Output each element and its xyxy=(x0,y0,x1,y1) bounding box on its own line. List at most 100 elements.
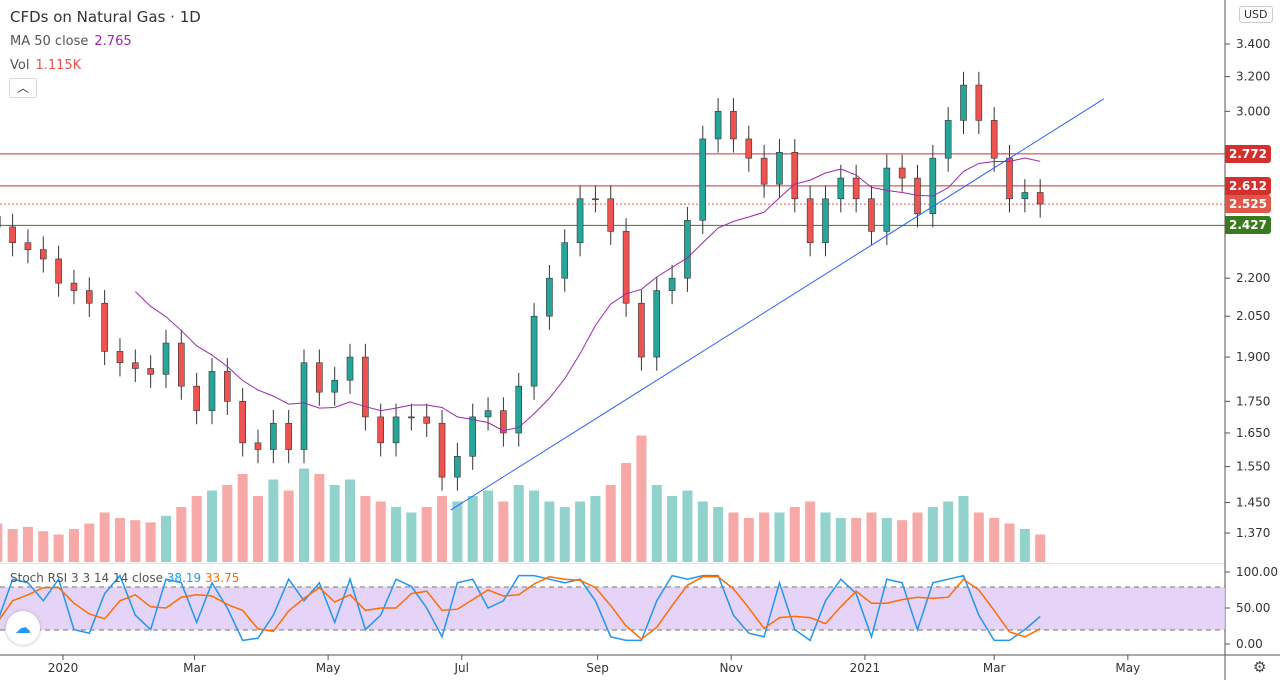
time-tick-label: May xyxy=(316,661,341,675)
volume-bar xyxy=(713,507,724,562)
candle xyxy=(714,111,722,140)
candle xyxy=(944,120,952,159)
volume-bar xyxy=(99,512,110,562)
volume-bar xyxy=(84,523,95,562)
volume-bar xyxy=(437,496,448,562)
candle xyxy=(868,198,875,232)
candle xyxy=(208,371,216,411)
volume-bar xyxy=(145,522,156,562)
volume-bar xyxy=(191,496,202,562)
price-tick-label: 1.900 xyxy=(1236,350,1270,364)
candle xyxy=(438,422,446,478)
candle xyxy=(254,442,262,450)
stoch-label: Stoch RSI 3 3 14 14 close xyxy=(10,571,163,585)
price-tag: 2.427 xyxy=(1225,216,1271,235)
collapse-legend-button[interactable]: ︿ xyxy=(9,78,37,98)
candle xyxy=(852,177,860,200)
stoch-k-line xyxy=(0,574,1041,642)
volume-bar xyxy=(682,490,693,562)
ma-label: MA 50 close xyxy=(10,34,89,49)
candle xyxy=(132,362,139,369)
volume-bar xyxy=(498,501,509,562)
candle xyxy=(270,422,277,450)
volume-bar xyxy=(820,512,831,562)
volume-bar xyxy=(943,501,954,562)
time-tick-label: 2021 xyxy=(850,661,881,675)
volume-bar xyxy=(1035,534,1046,562)
time-tick-label: Sep xyxy=(586,661,609,675)
price-tick-label: 1.650 xyxy=(1236,426,1270,440)
candle xyxy=(239,401,246,444)
volume-bar xyxy=(743,518,754,562)
volume-bar xyxy=(299,468,310,562)
candle xyxy=(331,379,338,393)
price-tick-label: 3.400 xyxy=(1236,37,1270,51)
volume-bar xyxy=(7,529,18,562)
volume-bar xyxy=(697,501,708,562)
currency-button[interactable]: USD xyxy=(1239,6,1273,23)
volume-bar xyxy=(621,463,632,562)
volume-bar xyxy=(805,501,816,562)
volume-bar xyxy=(651,485,662,562)
candles xyxy=(0,71,1044,491)
volume-bar xyxy=(421,507,432,562)
volume-bar xyxy=(881,518,892,562)
candle xyxy=(668,277,676,291)
volume-bar xyxy=(268,479,279,562)
candle xyxy=(500,410,507,434)
candle xyxy=(469,416,477,457)
price-tick-label: 1.450 xyxy=(1236,495,1270,509)
volume-bar xyxy=(851,518,862,562)
tradingview-logo-icon[interactable]: ☁ xyxy=(6,611,40,645)
price-tick-label: 1.550 xyxy=(1236,460,1270,474)
ma-legend: MA 50 close 2.765 xyxy=(10,34,132,49)
price-axis-ticks: 3.400 3.200 3.000 2.200 2.050 1.900 1.750 1.650… xyxy=(1225,37,1278,651)
candle xyxy=(530,315,538,387)
stoch-tick-label: 0.00 xyxy=(1236,637,1263,651)
candle xyxy=(822,198,829,244)
time-axis-ticks: 2020 Mar May Jul Sep Nov 2021 Mar May xyxy=(48,655,1140,675)
candle xyxy=(392,416,400,444)
candle xyxy=(116,351,124,364)
candle xyxy=(300,362,308,450)
candle xyxy=(224,371,231,402)
volume-bar xyxy=(529,490,540,562)
volume-bar xyxy=(1004,523,1015,562)
candle xyxy=(484,410,492,418)
candle xyxy=(561,242,569,279)
candle xyxy=(24,242,32,250)
candle xyxy=(760,157,768,185)
volume-bar xyxy=(575,501,586,562)
vol-legend: Vol 1.115K xyxy=(10,58,81,73)
candle xyxy=(1006,157,1013,200)
gear-icon[interactable]: ⚙ xyxy=(1253,658,1267,676)
candle xyxy=(162,342,170,375)
candle xyxy=(316,362,323,393)
stoch-d-line xyxy=(0,576,1041,641)
candle xyxy=(622,231,630,304)
candle xyxy=(193,385,200,411)
candle xyxy=(101,302,108,352)
volume-bar xyxy=(222,485,233,562)
candle xyxy=(776,152,783,185)
candle xyxy=(607,198,615,232)
time-tick-label: Mar xyxy=(183,661,206,675)
volume-bar xyxy=(912,512,923,562)
volume-bar xyxy=(22,526,33,562)
volume-bar xyxy=(835,518,846,562)
candle xyxy=(990,120,998,159)
volume-bar xyxy=(0,523,3,562)
trendline[interactable] xyxy=(450,98,1104,511)
candle xyxy=(70,282,78,291)
volume-bar xyxy=(206,490,217,562)
candle xyxy=(546,277,553,317)
volume-bar xyxy=(130,520,141,562)
volume-bar xyxy=(559,507,570,562)
candle xyxy=(730,111,737,140)
candle xyxy=(408,416,415,419)
volume-bar xyxy=(973,512,984,562)
time-tick-label: May xyxy=(1115,661,1140,675)
candle xyxy=(377,416,384,444)
candle xyxy=(9,226,16,244)
